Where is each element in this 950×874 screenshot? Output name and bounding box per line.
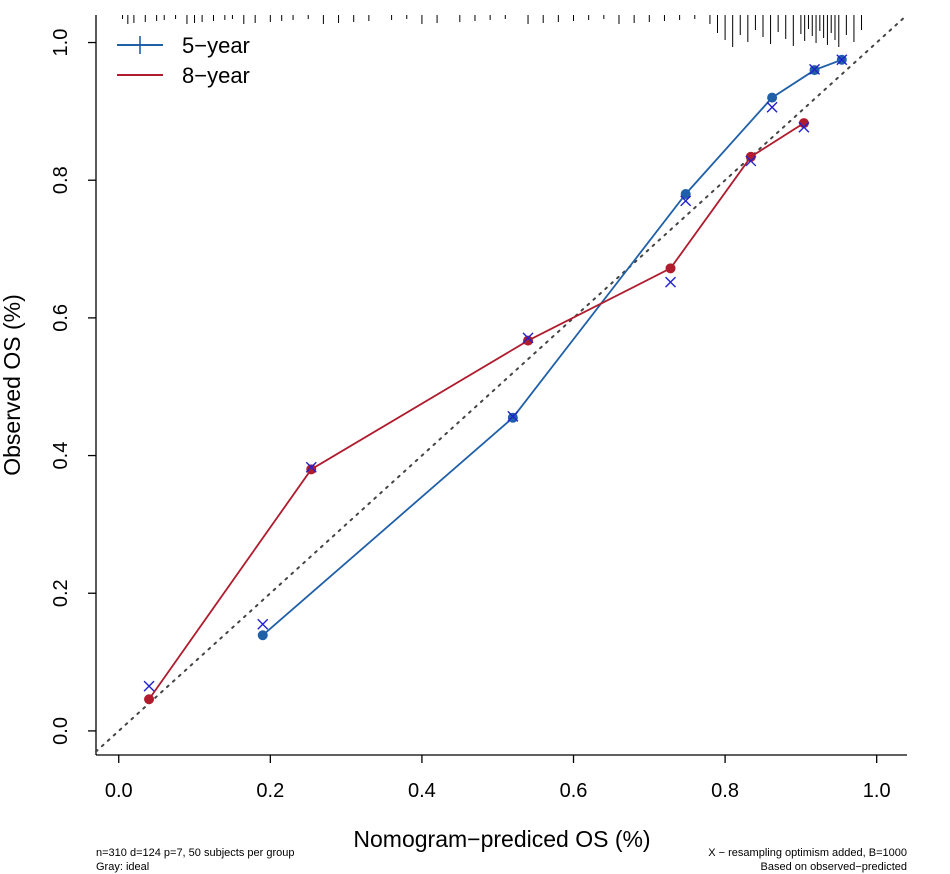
corrected-point-0 <box>766 101 778 113</box>
y-axis-title: Observed OS (%) <box>0 294 25 476</box>
ideal-diagonal <box>95 14 908 753</box>
series-point-1 <box>665 263 676 274</box>
x-tick-label: 0.4 <box>408 780 436 802</box>
corrected-point-1 <box>745 155 757 167</box>
legend: 5−year 8−year <box>117 33 250 88</box>
series-layer <box>143 54 848 705</box>
plot-frame <box>95 15 907 756</box>
legend-label-1: 8−year <box>182 63 250 88</box>
series-point-1 <box>306 464 317 475</box>
series-point-0 <box>257 630 268 641</box>
series-point-0 <box>767 92 778 103</box>
corrected-point-0 <box>680 195 692 207</box>
y-tick-label: 0.0 <box>50 717 72 745</box>
x-axis-title: Nomogram−prediced OS (%) <box>353 826 650 852</box>
x-tick-label: 0.8 <box>711 780 739 802</box>
rug-marks <box>122 15 863 47</box>
corrected-point-1 <box>143 680 155 692</box>
y-tick-label: 0.4 <box>50 442 72 470</box>
corrected-point-0 <box>507 410 519 422</box>
ideal-line <box>95 14 908 753</box>
x-tick-label: 0.2 <box>256 780 284 802</box>
footnote-right-line-1: X − resampling optimism added, B=1000 <box>708 847 907 859</box>
x-axis: 0.0 0.2 0.4 0.6 0.8 1.0 <box>105 755 891 802</box>
y-tick-label: 0.8 <box>50 166 72 194</box>
legend-label-0: 5−year <box>182 33 250 58</box>
series-point-0 <box>680 188 691 199</box>
corrected-point-0 <box>836 54 848 66</box>
series-point-1 <box>523 335 534 346</box>
corrected-point-1 <box>798 121 810 133</box>
corrected-point-0 <box>809 63 821 75</box>
y-tick-label: 1.0 <box>50 29 72 57</box>
corrected-point-0 <box>257 618 269 630</box>
footnote-left-line-1: n=310 d=124 p=7, 50 subjects per group <box>96 847 294 859</box>
corrected-point-1 <box>665 276 677 288</box>
corrected-point-1 <box>305 461 317 473</box>
x-tick-label: 0.6 <box>560 780 588 802</box>
series-point-0 <box>507 412 518 423</box>
corrected-point-1 <box>522 332 534 344</box>
y-tick-label: 0.6 <box>50 304 72 332</box>
y-axis: 0.0 0.2 0.4 0.6 0.8 1.0 <box>50 29 96 745</box>
y-tick-label: 0.2 <box>50 579 72 607</box>
footnote-right-line-2: Based on observed−predicted <box>761 861 907 873</box>
series-line-1 <box>148 122 805 700</box>
series-point-1 <box>144 694 155 705</box>
x-tick-label: 1.0 <box>863 780 891 802</box>
x-tick-label: 0.0 <box>105 780 133 802</box>
footnote-left-line-2: Gray: ideal <box>96 861 149 873</box>
